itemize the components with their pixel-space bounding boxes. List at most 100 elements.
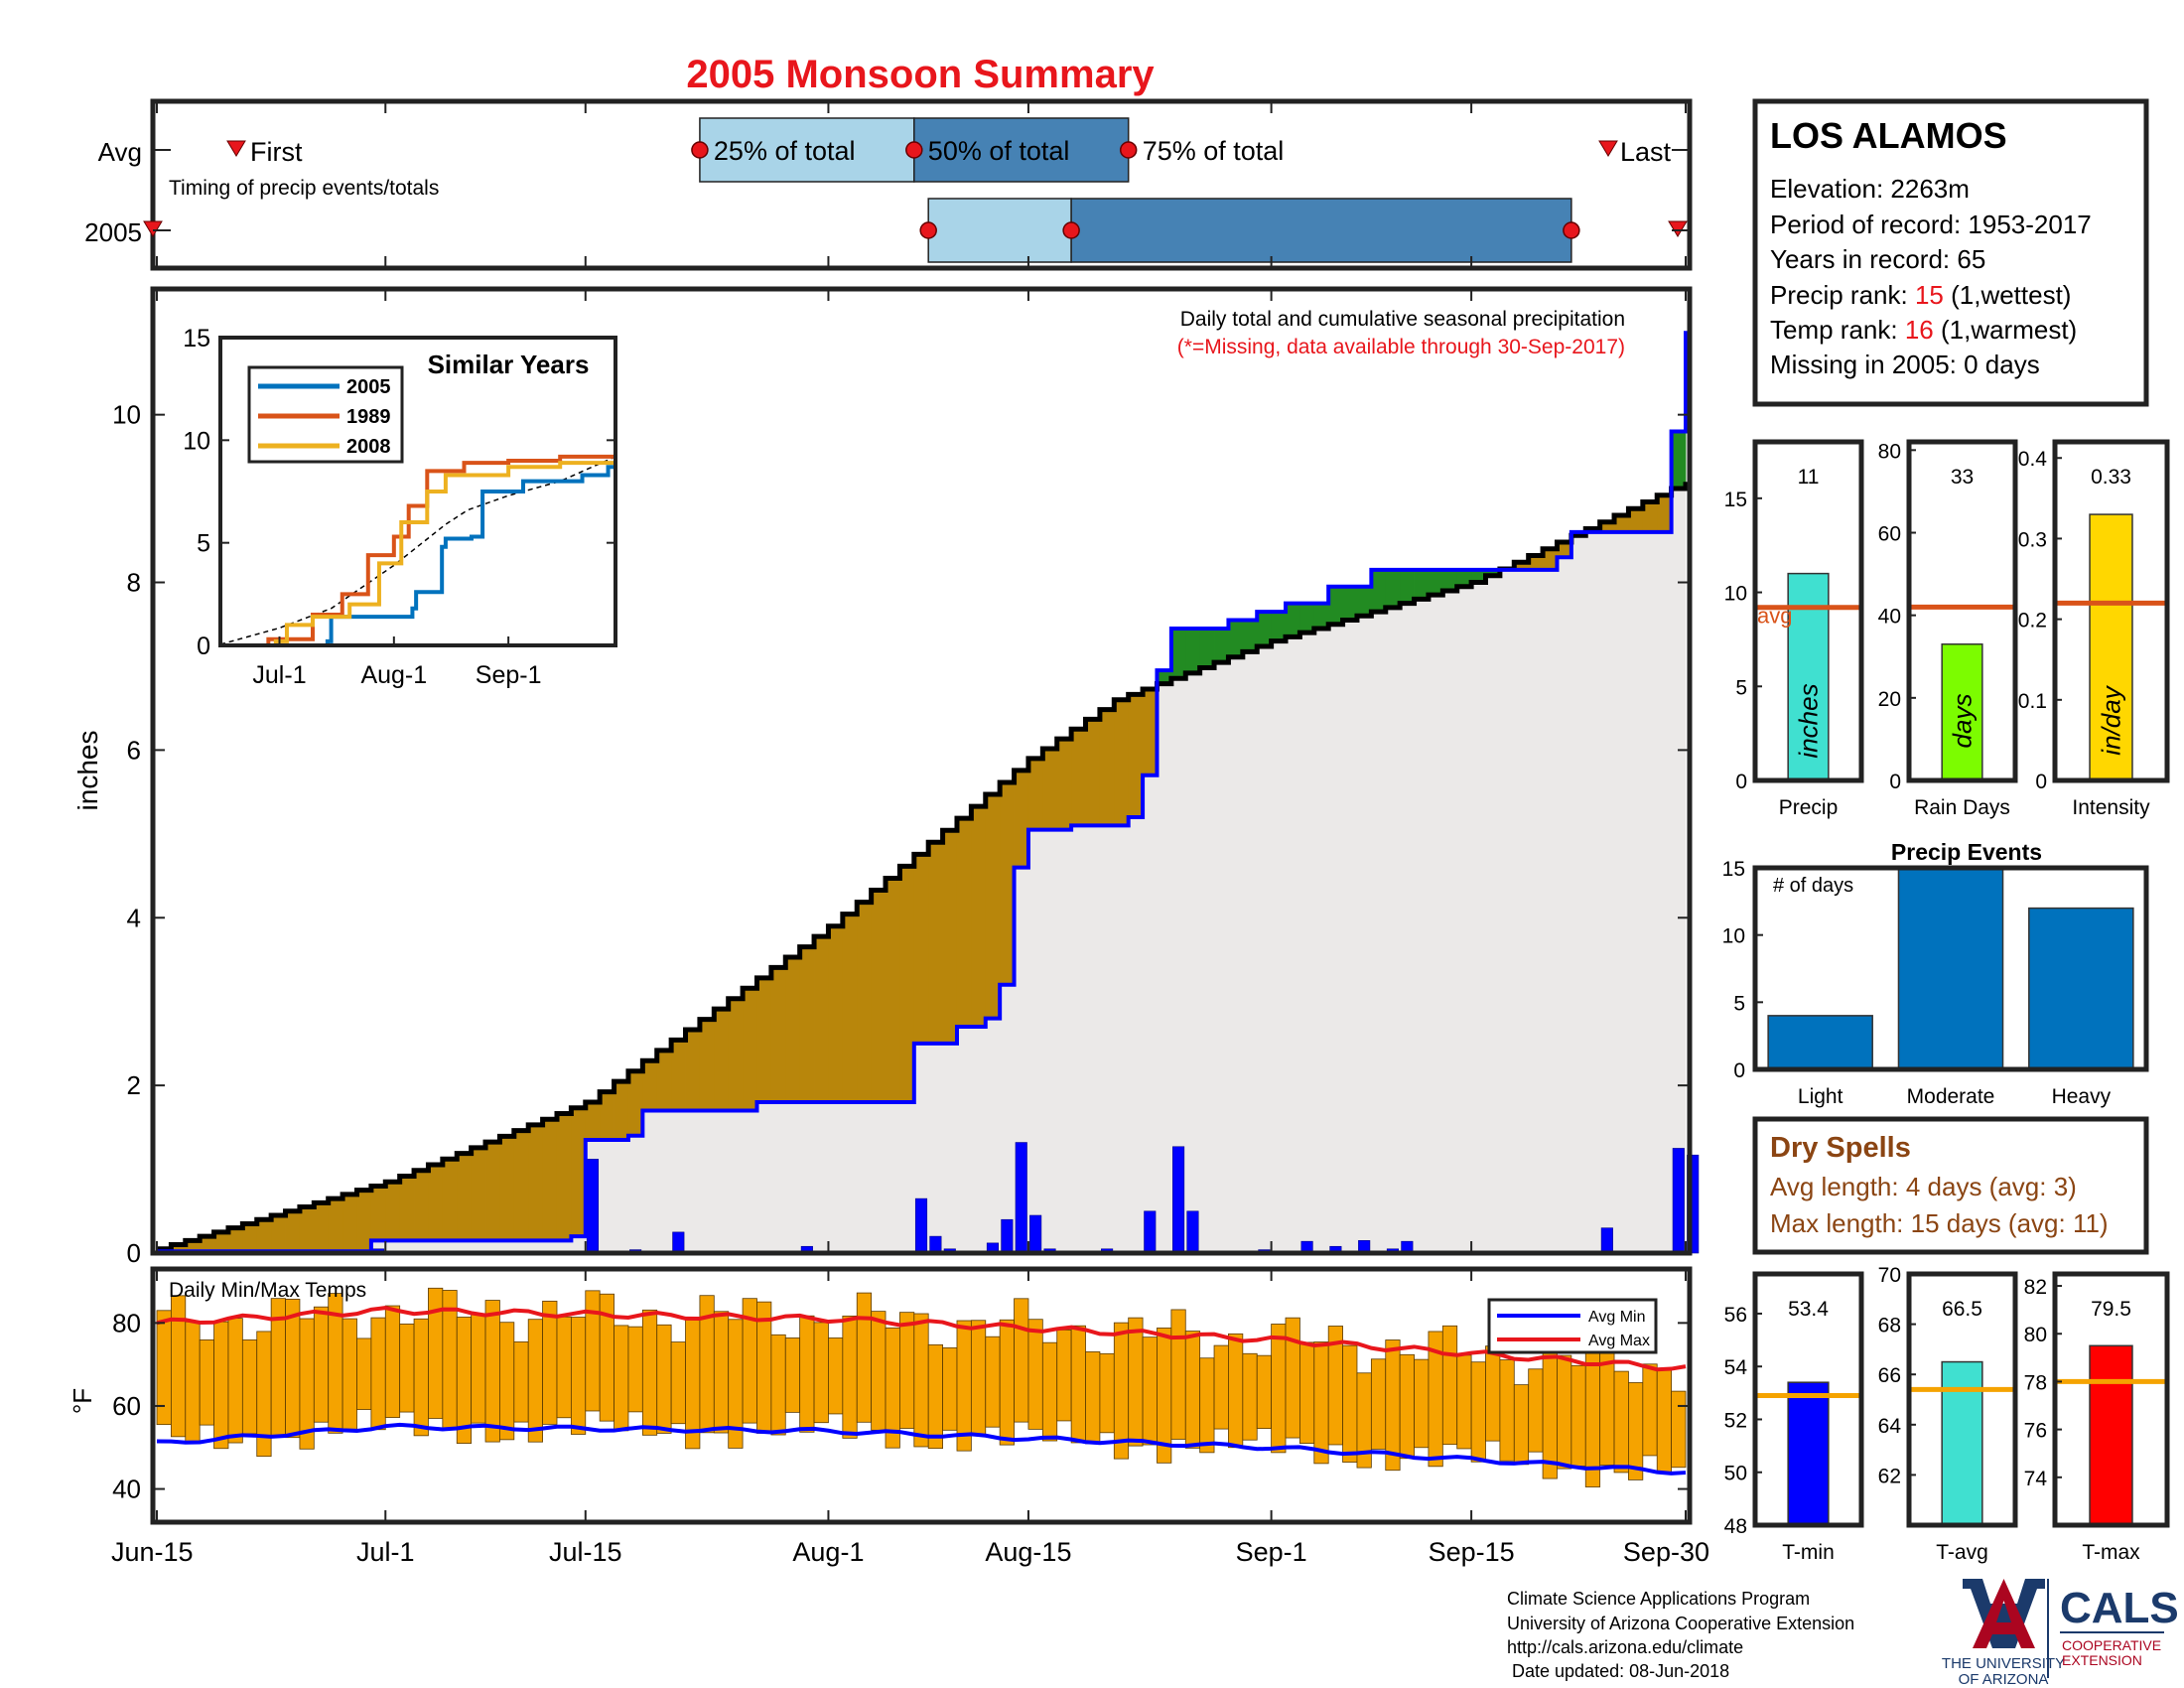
last-label: Last [1620, 137, 1672, 167]
inset-y-tick-label: 5 [197, 530, 210, 558]
daily-temp-range-bar [241, 1339, 258, 1435]
mini-panel-precip: inches avg 11 0 5 10 15 Precip [1724, 439, 1864, 819]
surplus-fill [1157, 670, 1172, 684]
deficit-fill [1514, 562, 1530, 570]
daily-temp-range-bar [1184, 1331, 1201, 1449]
deficit-fill [571, 1107, 587, 1237]
daily-temp-range-bar [413, 1318, 429, 1437]
deficit-fill [256, 1219, 272, 1252]
deficit-fill [642, 1060, 658, 1111]
mini-panel-rain-days: days 33 0 20 40 60 80 Rain Days [1878, 439, 2018, 819]
surplus-fill [1242, 620, 1258, 652]
daily-temp-range-bar [384, 1305, 401, 1418]
mini-y-tick-label: 50 [1724, 1463, 1747, 1485]
deficit-fill [485, 1142, 500, 1241]
daily-temp-range-bar [842, 1315, 858, 1439]
daily-temp-range-bar [542, 1300, 558, 1425]
deficit-fill [743, 988, 757, 1111]
inset-x-tick-label: Jul-1 [252, 661, 306, 689]
timing-percentile-dot [1062, 221, 1080, 239]
daily-temp-range-bar [1041, 1341, 1058, 1442]
deficit-fill [585, 1102, 601, 1141]
mini-y-tick-label: 0.1 [2018, 690, 2047, 713]
mini-panel-avg-label: avg [1757, 604, 1792, 629]
daily-temp-range-bar [770, 1334, 786, 1436]
deficit-fill [1114, 699, 1130, 826]
daily-temp-range-bar [1170, 1309, 1186, 1440]
surplus-fill [1485, 569, 1501, 576]
daily-temp-range-bar [627, 1326, 643, 1413]
surplus-fill [1299, 603, 1315, 633]
daily-temp-range-bar [1414, 1358, 1430, 1449]
precip-rank-suffix: (1,wettest) [1944, 280, 2072, 310]
timing-percentile-dot [1563, 221, 1580, 239]
deficit-fill [1543, 548, 1558, 570]
surplus-fill [1328, 586, 1343, 625]
main-y-tick-label: 6 [127, 735, 141, 765]
station-years: Years in record: 65 [1770, 244, 1985, 274]
deficit-fill [1143, 688, 1158, 775]
timing-band-50-75 [1070, 198, 1572, 263]
daily-temp-range-bar [1542, 1343, 1558, 1479]
mini-panel-title: T-max [2082, 1541, 2140, 1564]
daily-temp-range-bar [585, 1290, 601, 1412]
daily-temp-range-bar [670, 1341, 686, 1425]
inset-legend-label-2005: 2005 [346, 376, 391, 398]
date-x-tick-label: Aug-1 [792, 1537, 864, 1567]
daily-temp-range-bar [156, 1310, 172, 1426]
mini-y-tick-label: 80 [1878, 440, 1901, 463]
daily-temp-range-bar [856, 1292, 873, 1423]
daily-temp-range-bar [1228, 1333, 1244, 1449]
timing-row-avg-label: Avg [98, 137, 142, 167]
deficit-fill [656, 1050, 672, 1111]
mini-panel-value-bar [2089, 513, 2133, 781]
daily-temp-range-bar [970, 1320, 987, 1437]
deficit-fill [770, 967, 786, 1103]
events-category-label: Moderate [1907, 1085, 1995, 1108]
mini-panel-frame [2052, 439, 2170, 783]
events-bar-heavy [2028, 907, 2134, 1070]
temp-rank-value: 16 [1905, 315, 1934, 345]
mini-panel-intensity: in/day 0.33 0 0.1 0.2 0.3 0.4 Intensity [2018, 439, 2170, 819]
temp-y-ticks: 40 60 80 [112, 1308, 1690, 1504]
surplus-fill [1199, 628, 1215, 668]
daily-temp-range-bar [1399, 1353, 1415, 1460]
daily-temp-range-bar [1470, 1361, 1486, 1463]
mini-y-tick-label: 70 [1878, 1264, 1901, 1287]
surplus-fill [1671, 431, 1687, 489]
surplus-fill [1228, 620, 1244, 657]
date-x-ticks: Jun-15 Jul-1 Jul-15 Aug-1 Aug-15 Sep-1 Sep-15 S… [111, 101, 1709, 1567]
daily-precip-bar [586, 1159, 600, 1254]
daily-temp-range-bar [456, 1317, 473, 1444]
footer-line-2: University of Arizona Cooperative Extens… [1507, 1614, 1854, 1633]
deficit-fill [1628, 508, 1644, 532]
daily-temp-range-bar [1313, 1341, 1329, 1465]
pct-75-label: 75% of total [1143, 136, 1285, 166]
date-x-tick-label: Sep-15 [1429, 1537, 1515, 1567]
mini-panel-frame [2052, 1271, 2170, 1528]
deficit-fill [614, 1081, 629, 1141]
ua-logo-outer-mark [1963, 1579, 2045, 1648]
events-bar-light [1767, 1015, 1873, 1070]
deficit-fill [857, 902, 873, 1103]
deficit-fill [356, 1190, 372, 1252]
ua-logo-letter-a [1973, 1579, 2035, 1648]
daily-temp-range-bar [1113, 1322, 1130, 1460]
daily-temp-range-bar [471, 1313, 486, 1424]
main-y-tick-label: 8 [127, 568, 141, 598]
dry-spells-box: Dry Spells Avg length: 4 days (avg: 3) M… [1752, 1116, 2149, 1255]
station-info-box: LOS ALAMOS Elevation: 2263m Period of re… [1752, 98, 2149, 407]
temp-y-tick-label: 80 [112, 1308, 141, 1337]
avg-min-line [156, 1422, 1687, 1476]
deficit-fill [1014, 770, 1029, 868]
surplus-fill [1385, 569, 1401, 608]
daily-precip-bar [1172, 1146, 1185, 1254]
deficit-fill [213, 1231, 229, 1252]
deficit-fill [185, 1240, 201, 1252]
deficit-fill [556, 1113, 572, 1241]
deficit-fill [342, 1194, 357, 1252]
pct-25-label: 25% of total [714, 136, 856, 166]
timing-band-25-50 [699, 117, 915, 183]
daily-temp-range-bar [1342, 1344, 1358, 1463]
